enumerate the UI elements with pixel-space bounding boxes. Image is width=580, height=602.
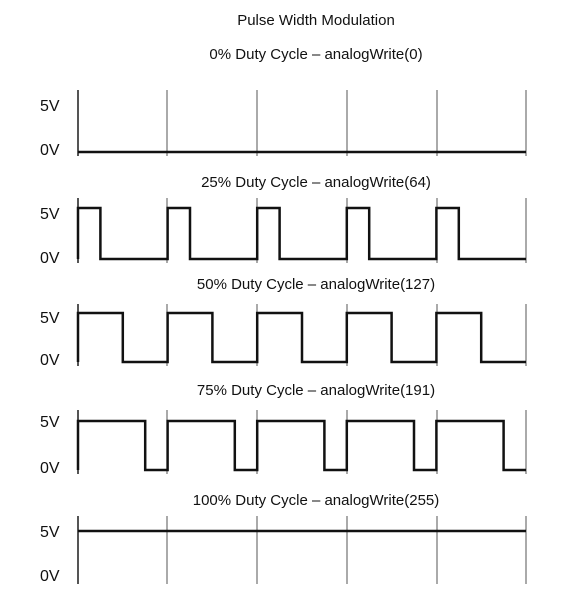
panel-1-5v-label: 5V: [40, 206, 60, 223]
panel-1-waveform: [76, 206, 526, 261]
figure-title: Pulse Width Modulation: [237, 12, 395, 29]
panel-3-0v-label: 0V: [40, 460, 60, 477]
panel-1-label: 25% Duty Cycle – analogWrite(64): [201, 174, 431, 191]
panel-4-0v-label: 0V: [40, 568, 60, 585]
panel-0-5v-label: 5V: [40, 98, 60, 115]
panel-1-0v-label: 0V: [40, 250, 60, 267]
panel-2-0v-label: 0V: [40, 352, 60, 369]
panel-4-label: 100% Duty Cycle – analogWrite(255): [192, 492, 440, 509]
panel-3-label: 75% Duty Cycle – analogWrite(191): [196, 382, 436, 399]
panel-2-waveform: [76, 311, 526, 364]
panel-2-label: 50% Duty Cycle – analogWrite(127): [196, 276, 436, 293]
panel-2-5v-label: 5V: [40, 310, 60, 327]
panel-3-waveform: [76, 419, 526, 472]
panel-0-0v-label: 0V: [40, 142, 60, 159]
panel-4-5v-label: 5V: [40, 524, 60, 541]
panel-0-label: 0% Duty Cycle – analogWrite(0): [209, 46, 423, 63]
panel-3-5v-label: 5V: [40, 414, 60, 431]
